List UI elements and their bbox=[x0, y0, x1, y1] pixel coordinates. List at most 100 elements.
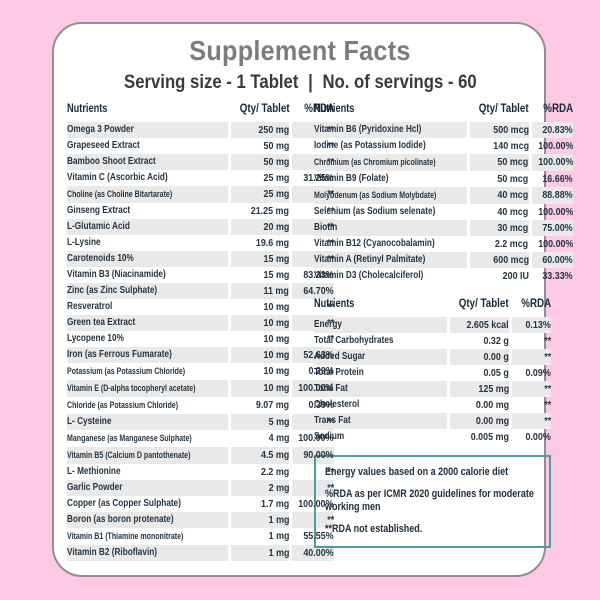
nutrient-qty: 2.605 kcal bbox=[466, 318, 509, 331]
column-header-qty: Qty/ Tablet bbox=[478, 102, 529, 115]
table-header-row: Nutrients Qty/ Tablet %RDA bbox=[67, 103, 334, 122]
nutrient-qty: 0.00 mg bbox=[475, 398, 509, 411]
nutrient-row: Vitamin B2 (Riboflavin) 1 mg 40.00% bbox=[67, 544, 334, 561]
nutrient-qty: 0.32 g bbox=[483, 334, 509, 347]
nutrient-qty: 40 mcg bbox=[497, 189, 529, 202]
nutrient-name: Grapeseed Extract bbox=[67, 139, 140, 151]
nutrient-row: Carotenoids 10% 15 mg ** bbox=[67, 250, 334, 267]
nutrient-name: Manganese (as Manganese Sulphate) bbox=[67, 432, 192, 443]
nutrient-qty: 1 mg bbox=[268, 530, 290, 543]
nutrient-rda: 100.00% bbox=[298, 432, 334, 445]
nutrient-qty: 15 mg bbox=[263, 252, 290, 265]
nutrient-name: Vitamin B1 (Thiamine mononitrate) bbox=[67, 530, 184, 541]
nutrients-table-left: Nutrients Qty/ Tablet %RDA Omega 3 Powde… bbox=[64, 103, 337, 561]
nutrient-rda: ** bbox=[326, 415, 334, 428]
nutrient-rda: ** bbox=[326, 139, 334, 152]
table-header-row: Nutrients Qty/ Tablet %RDA bbox=[314, 298, 551, 317]
nutrient-row: Vitamin B9 (Folate) 50 mcg 16.66% bbox=[314, 171, 573, 187]
nutrient-qty: 125 mg bbox=[478, 382, 509, 395]
nutrient-name: Garlic Powder bbox=[67, 481, 123, 493]
nutrient-name: Total Fat bbox=[314, 382, 348, 394]
page-title-text: Supplement Facts bbox=[189, 35, 411, 66]
nutrient-name: Chloride (as Potassium Chloride) bbox=[67, 399, 179, 410]
nutrient-qty: 2.2 mg bbox=[260, 465, 290, 478]
nutrient-name: Vitamin B5 (Calcium D pantothenate) bbox=[67, 449, 191, 460]
nutrient-rda: 20.83% bbox=[542, 123, 574, 136]
nutrient-name: Zinc (as Zinc Sulphate) bbox=[67, 284, 158, 296]
nutrient-name: Added Sugar bbox=[314, 350, 366, 362]
nutrient-name: Iodine (as Potassium Iodide) bbox=[314, 139, 426, 151]
nutrient-qty: 10 mg bbox=[263, 316, 290, 329]
nutrient-row: L-Lysine 19.6 mg ** bbox=[67, 235, 334, 251]
nutrient-qty: 0.005 mg bbox=[470, 430, 509, 443]
nutrient-qty: 1 mg bbox=[268, 513, 290, 526]
nutrient-qty: 1.7 mg bbox=[260, 497, 290, 510]
column-header-rda: %RDA bbox=[543, 102, 574, 115]
nutrient-name: Ginseng Extract bbox=[67, 204, 131, 216]
nutrient-row: Sodium 0.005 mg 0.00% bbox=[314, 429, 551, 445]
nutrient-qty: 4.5 mg bbox=[260, 449, 290, 462]
nutrient-name: Vitamin D3 (Cholecalciferol) bbox=[314, 269, 424, 281]
nutrient-row: Total Carbohydrates 0.32 g ** bbox=[314, 333, 551, 349]
nutrient-name: Trans Fat bbox=[314, 414, 351, 426]
nutrient-rda: ** bbox=[326, 513, 334, 526]
facts-columns: Nutrients Qty/ Tablet %RDA Omega 3 Powde… bbox=[64, 103, 574, 561]
nutrient-rda: 60.00% bbox=[542, 253, 574, 266]
nutrient-name: Green tea Extract bbox=[67, 316, 136, 328]
column-header-nutrients: Nutrients bbox=[314, 102, 355, 115]
nutrient-name: Bamboo Shoot Extract bbox=[67, 155, 156, 167]
nutrient-qty: 21.25 mg bbox=[251, 204, 290, 217]
nutrient-rda: ** bbox=[544, 334, 551, 347]
nutrient-row: Selenium (as Sodium selenate) 40 mcg 100… bbox=[314, 204, 573, 220]
nutrient-rda: ** bbox=[326, 236, 334, 249]
nutrient-row: Lycopene 10% 10 mg ** bbox=[67, 331, 334, 347]
nutrient-row: Vitamin A (Retinyl Palmitate) 600 mcg 60… bbox=[314, 251, 574, 268]
nutrient-name: Vitamin B6 (Pyridoxine Hcl) bbox=[314, 123, 422, 135]
nutrients-table-vitamins: Nutrients Qty/ Tablet %RDA Vitamin B6 (P… bbox=[311, 103, 576, 284]
nutrient-rda: ** bbox=[326, 220, 334, 233]
nutrient-qty: 50 mg bbox=[263, 139, 290, 152]
nutrient-rda: ** bbox=[326, 465, 334, 478]
nutrient-rda: 75.00% bbox=[542, 221, 574, 234]
nutrient-row: Garlic Powder 2 mg ** bbox=[67, 479, 334, 496]
nutrient-name: Lycopene 10% bbox=[67, 332, 124, 344]
nutrient-rda: 90.00% bbox=[303, 449, 334, 462]
nutrient-rda: ** bbox=[544, 350, 551, 363]
nutrient-qty: 50 mcg bbox=[497, 156, 529, 169]
nutrient-row: Molybdenum (as Sodium Molybdate) 40 mcg … bbox=[314, 186, 574, 204]
nutrient-qty: 0.00 g bbox=[483, 350, 509, 363]
nutrient-name: Molybdenum (as Sodium Molybdate) bbox=[314, 189, 437, 200]
nutrient-name: Total Protein bbox=[314, 366, 364, 378]
nutrient-name: L-Glutamic Acid bbox=[67, 220, 130, 232]
nutrient-row: L-Glutamic Acid 20 mg ** bbox=[67, 218, 334, 235]
servings-count-label: No. of servings - 60 bbox=[322, 71, 477, 93]
nutrient-name: Energy bbox=[314, 318, 342, 330]
nutrient-name: Choline (as Choline Bitartarate) bbox=[67, 188, 173, 199]
nutrient-qty: 600 mcg bbox=[492, 253, 529, 266]
nutrient-row: Total Protein 0.05 g 0.09% bbox=[314, 365, 551, 381]
nutrient-rda: 52.63% bbox=[303, 348, 334, 361]
nutrient-name: Copper (as Copper Sulphate) bbox=[67, 497, 181, 509]
nutrient-rda: ** bbox=[326, 155, 334, 168]
nutrient-qty: 2.2 mcg bbox=[495, 237, 529, 250]
nutrient-name: Carotenoids 10% bbox=[67, 252, 134, 264]
nutrient-row: Chloride (as Potassium Chloride) 9.07 mg… bbox=[67, 397, 334, 414]
nutrient-qty: 250 mg bbox=[258, 123, 290, 136]
nutrient-name: Selenium (as Sodium selenate) bbox=[314, 205, 436, 217]
nutrient-rda: ** bbox=[326, 188, 334, 201]
nutrient-qty: 25 mg bbox=[263, 171, 290, 184]
nutrient-rda: 0.29% bbox=[308, 365, 334, 378]
nutrient-rda: ** bbox=[544, 382, 551, 395]
nutrient-name: Vitamin B9 (Folate) bbox=[314, 172, 389, 184]
nutrient-qty: 5 mg bbox=[268, 415, 290, 428]
nutrient-rda: ** bbox=[326, 300, 334, 313]
column-header-qty: Qty/ Tablet bbox=[459, 297, 509, 310]
column-header-nutrients: Nutrients bbox=[67, 102, 108, 115]
nutrient-row: L- Methionine 2.2 mg ** bbox=[67, 464, 334, 480]
nutrient-row: Ginseng Extract 21.25 mg ** bbox=[67, 203, 334, 219]
nutrient-row: Omega 3 Powder 250 mg ** bbox=[67, 121, 334, 138]
nutrient-row: Resveratrol 10 mg ** bbox=[67, 299, 334, 315]
nutrient-row: Added Sugar 0.00 g ** bbox=[314, 348, 551, 365]
nutrient-row: Manganese (as Manganese Sulphate) 4 mg 1… bbox=[67, 430, 334, 447]
nutrient-row: Energy 2.605 kcal 0.13% bbox=[314, 316, 551, 333]
